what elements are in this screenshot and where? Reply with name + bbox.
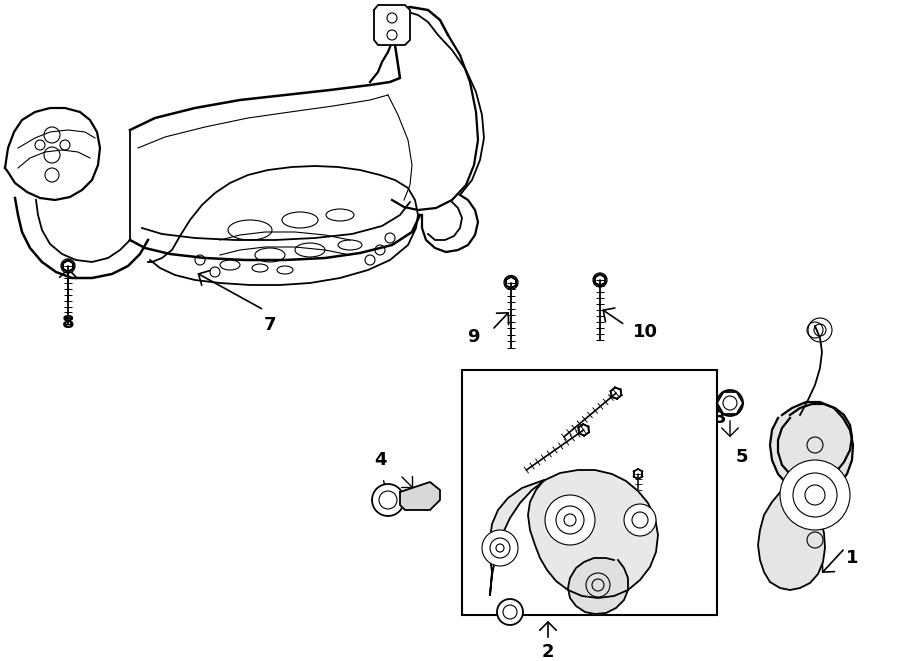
- Text: 8: 8: [62, 314, 75, 332]
- Circle shape: [593, 273, 607, 287]
- Text: 4: 4: [374, 451, 386, 469]
- Polygon shape: [148, 166, 418, 285]
- Circle shape: [545, 495, 595, 545]
- Text: 6: 6: [666, 478, 679, 496]
- Text: 2: 2: [542, 643, 554, 661]
- Circle shape: [632, 468, 644, 480]
- Polygon shape: [758, 475, 825, 590]
- Circle shape: [780, 460, 850, 530]
- Circle shape: [717, 390, 743, 416]
- Text: 1: 1: [846, 549, 859, 567]
- Text: 7: 7: [264, 316, 276, 334]
- Polygon shape: [490, 470, 658, 598]
- Circle shape: [609, 386, 623, 400]
- Circle shape: [497, 599, 523, 625]
- Polygon shape: [374, 5, 410, 45]
- Circle shape: [624, 504, 656, 536]
- Polygon shape: [568, 558, 628, 614]
- Text: 10: 10: [633, 323, 658, 341]
- Text: 9: 9: [467, 328, 479, 346]
- Polygon shape: [400, 482, 440, 510]
- Circle shape: [577, 423, 590, 437]
- Text: 5: 5: [736, 448, 748, 466]
- Bar: [462, 370, 717, 615]
- Polygon shape: [5, 108, 100, 200]
- Polygon shape: [770, 402, 853, 495]
- Circle shape: [61, 259, 75, 273]
- Polygon shape: [778, 404, 852, 482]
- Text: 3: 3: [714, 409, 726, 427]
- Circle shape: [372, 484, 404, 516]
- Circle shape: [504, 276, 518, 290]
- Circle shape: [482, 530, 518, 566]
